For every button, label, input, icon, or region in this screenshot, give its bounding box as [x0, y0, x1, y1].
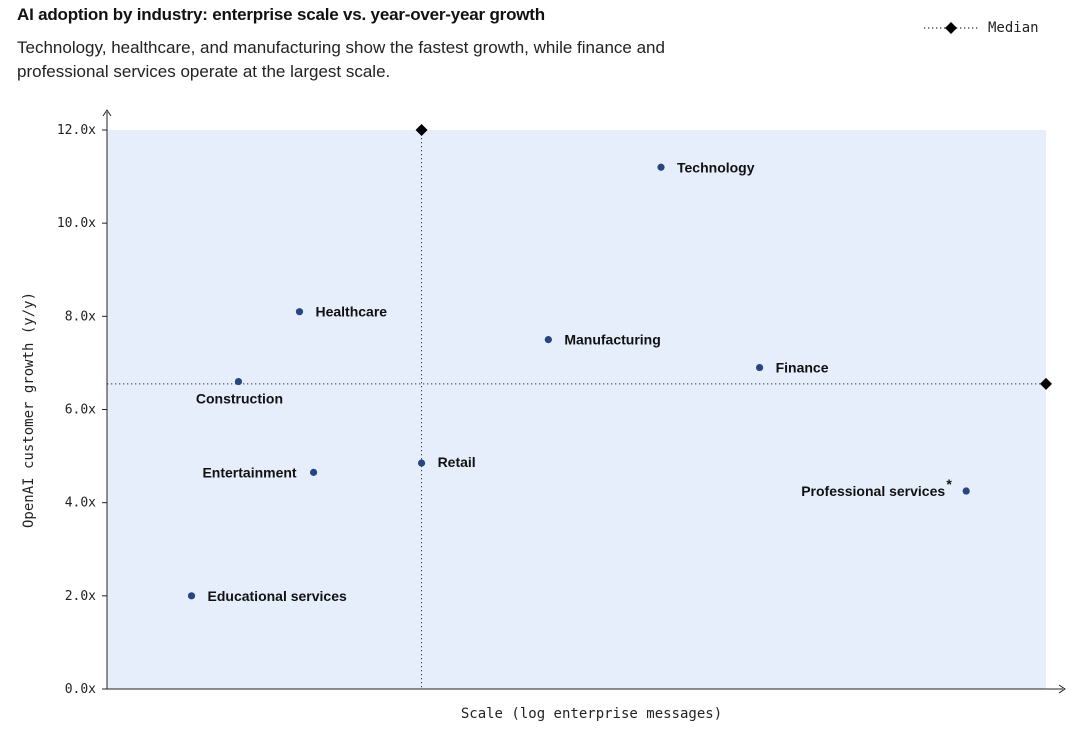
- plot-area: [107, 130, 1046, 689]
- y-axis-arrow-icon: [102, 109, 112, 117]
- legend-median-label: Median: [988, 20, 1039, 36]
- data-point: [234, 377, 243, 386]
- y-tick-label: 6.0x: [65, 403, 96, 418]
- y-tick-label: 4.0x: [65, 496, 96, 511]
- y-tick-label: 10.0x: [57, 216, 96, 231]
- median-legend-marker-icon: [924, 22, 978, 34]
- data-point-label: Entertainment: [202, 464, 296, 480]
- y-tick-label: 12.0x: [57, 123, 96, 138]
- data-point-label: Professional services: [801, 483, 945, 499]
- x-axis-title: Scale (log enterprise messages): [461, 706, 722, 722]
- data-point-label: Manufacturing: [564, 332, 660, 348]
- y-tick-label: 2.0x: [65, 589, 96, 604]
- data-point: [309, 468, 318, 476]
- data-point-label: Educational services: [208, 588, 348, 604]
- median-y-marker-icon: [1040, 377, 1052, 390]
- data-point: [544, 336, 552, 344]
- median-x-marker-icon: [415, 124, 428, 136]
- y-axis-title: OpenAI customer growth (y/y): [21, 292, 37, 528]
- data-point-label: Retail: [438, 454, 476, 470]
- data-point-label: Construction: [196, 391, 283, 407]
- y-tick-label: 0.0x: [65, 682, 96, 697]
- data-point-label: Technology: [677, 159, 755, 175]
- data-point: [657, 163, 665, 171]
- data-point: [756, 363, 764, 372]
- y-tick-label: 8.0x: [65, 309, 96, 324]
- data-point: [417, 459, 426, 467]
- footnote-marker: *: [946, 476, 952, 492]
- data-point: [962, 487, 970, 495]
- data-point-label: Finance: [776, 360, 829, 376]
- chart-subtitle: Technology, healthcare, and manufacturin…: [17, 38, 665, 81]
- data-point: [187, 592, 196, 600]
- chart-title: AI adoption by industry: enterprise scal…: [17, 5, 545, 24]
- legend: Median: [922, 20, 1039, 36]
- data-point: [295, 308, 304, 316]
- x-axis-arrow-icon: [1058, 684, 1066, 694]
- data-point-label: Healthcare: [315, 304, 387, 320]
